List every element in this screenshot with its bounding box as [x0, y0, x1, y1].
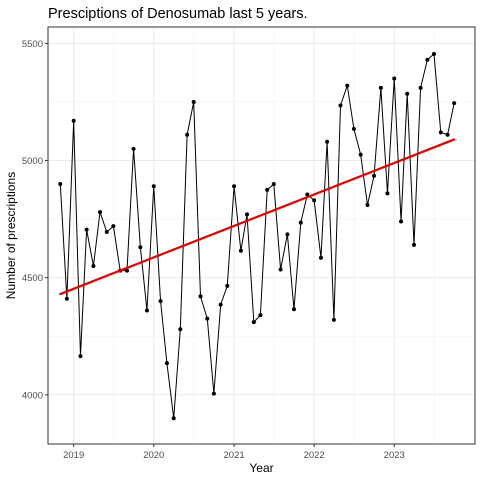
data-point [232, 184, 237, 189]
data-point [338, 103, 343, 108]
data-point [84, 227, 89, 232]
data-point [251, 320, 256, 325]
data-point [345, 83, 350, 88]
y-tick-label: 5500 [22, 39, 43, 50]
grid-minor [48, 27, 475, 444]
chart-title: Presciptions of Denosumab last 5 years. [48, 6, 308, 22]
x-tick-label: 2019 [63, 450, 84, 461]
data-point [405, 91, 410, 96]
data-point [104, 229, 109, 234]
data-point [151, 184, 156, 189]
data-point [452, 101, 457, 106]
data-point [158, 299, 163, 304]
data-point [211, 391, 216, 396]
data-point [385, 191, 390, 196]
series-layer [58, 51, 457, 421]
data-point [291, 307, 296, 312]
data-point [245, 212, 250, 217]
data-point [365, 203, 370, 208]
data-point [185, 132, 190, 137]
data-point [318, 255, 323, 260]
data-point [331, 317, 336, 322]
data-point [78, 354, 83, 359]
data-point [124, 268, 129, 273]
data-point [225, 283, 230, 288]
data-point [144, 308, 149, 313]
data-point [218, 302, 223, 307]
y-axis-title: Number of prescriptions [4, 172, 18, 299]
data-point [205, 316, 210, 321]
data-point [71, 118, 76, 123]
x-tick-label: 2022 [304, 450, 325, 461]
plot-background [48, 27, 475, 444]
data-point [392, 76, 397, 81]
data-point [378, 85, 383, 90]
data-point [265, 187, 270, 192]
data-point [358, 152, 363, 157]
data-point [412, 242, 416, 247]
x-tick-label: 2021 [224, 450, 245, 461]
data-point [198, 294, 203, 299]
data-point [131, 146, 136, 151]
data-point [258, 313, 263, 318]
data-point [325, 139, 330, 144]
data-point [58, 181, 63, 186]
data-point [298, 220, 303, 225]
y-tick-label: 4000 [22, 390, 43, 401]
data-point [238, 248, 243, 253]
data-point [271, 181, 276, 186]
data-point [312, 198, 317, 203]
y-tick-label: 4500 [22, 273, 43, 284]
x-axis-title: Year [249, 461, 273, 475]
plot-border [47, 26, 476, 445]
data-point [138, 245, 143, 250]
x-tick-label: 2020 [143, 450, 164, 461]
x-axis: 2019 2020 2021 2022 2023 [63, 444, 405, 461]
data-point [372, 173, 377, 178]
plot-panel [47, 26, 476, 445]
data-point [431, 51, 436, 56]
data-point [111, 224, 116, 229]
data-point [445, 132, 450, 137]
y-axis: 4000 4500 5000 5500 [22, 39, 48, 401]
grid-major [48, 27, 475, 444]
data-point [399, 219, 404, 224]
data-point [171, 416, 176, 421]
data-point [278, 267, 283, 272]
data-point [64, 296, 69, 301]
data-point [351, 126, 356, 131]
trend-line [59, 138, 456, 296]
data-point [91, 263, 96, 268]
data-point [418, 85, 423, 90]
data-point [164, 361, 169, 366]
data-point [191, 99, 196, 104]
data-point [438, 130, 443, 135]
data-point [425, 57, 430, 62]
y-tick-label: 5000 [22, 156, 43, 167]
data-point [178, 327, 183, 332]
x-tick-label: 2023 [384, 450, 405, 461]
data-point [285, 232, 290, 237]
data-point [98, 210, 103, 215]
